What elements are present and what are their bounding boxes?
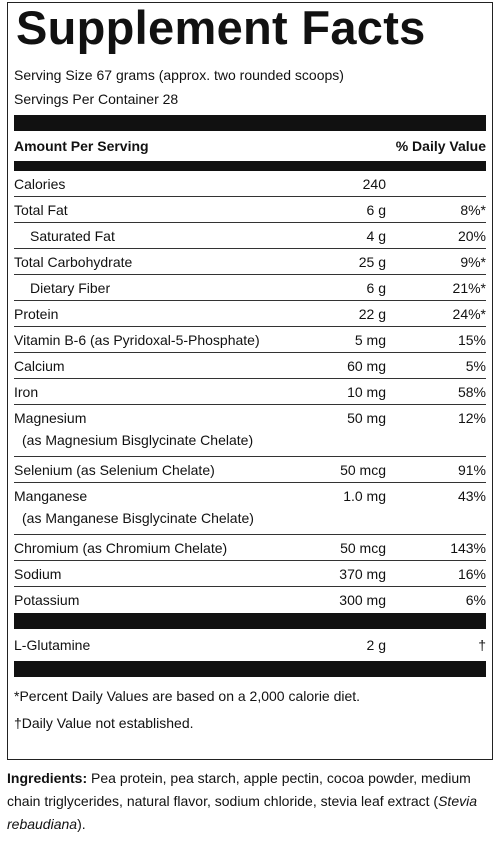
nutrient-name: Vitamin B-6 (as Pyridoxal-5-Phosphate): [14, 332, 260, 348]
daily-value: †: [478, 637, 486, 653]
footnotes: *Percent Daily Values are based on a 2,0…: [14, 683, 486, 737]
servings-per-container: Servings Per Container 28: [14, 91, 179, 107]
ingredients-label: Ingredients:: [7, 770, 88, 786]
nutrient-row: Vitamin B-6 (as Pyridoxal-5-Phosphate) 5 …: [14, 327, 486, 353]
divider: [14, 161, 486, 171]
footnote: *Percent Daily Values are based on a 2,0…: [14, 688, 361, 704]
amount-header: Amount Per Serving: [14, 138, 149, 154]
divider: [14, 661, 486, 677]
nutrient-amount: 50 mcg: [340, 462, 386, 478]
nutrient-row: Total Fat 6 g 8%*: [14, 197, 486, 223]
footnote: †Daily Value not established.: [14, 715, 194, 731]
divider: [14, 613, 486, 629]
daily-value: 9%*: [460, 254, 486, 270]
nutrient-amount: 1.0 mg: [343, 488, 386, 504]
daily-value-header: % Daily Value: [395, 138, 486, 154]
nutrient-name: Potassium: [14, 592, 80, 608]
nutrient-row: Calcium 60 mg 5%: [14, 353, 486, 379]
nutrient-amount: 4 g: [366, 228, 386, 244]
daily-value: 12%: [457, 410, 486, 426]
nutrient-amount: 10 mg: [347, 384, 386, 400]
extra-rows: L-Glutamine 2 g †: [14, 629, 486, 661]
daily-value: 20%: [457, 228, 486, 244]
nutrient-amount: 6 g: [366, 280, 386, 296]
nutrient-row: Iron 10 mg 58%: [14, 379, 486, 405]
nutrient-amount: 5 mg: [354, 332, 386, 348]
nutrient-row: Sodium 370 mg 16%: [14, 561, 486, 587]
ingredients-text: Pea protein, pea starch, apple pectin, c…: [7, 770, 471, 809]
title: Supplement Facts: [16, 1, 426, 54]
nutrient-name: L-Glutamine: [14, 637, 91, 653]
divider: [14, 115, 486, 131]
nutrient-name: Sodium: [14, 566, 62, 582]
daily-value: 91%: [457, 462, 486, 478]
nutrient-row: Dietary Fiber 6 g 21%*: [14, 275, 486, 301]
nutrient-row: Calories 240: [14, 171, 486, 197]
daily-value: 143%: [450, 540, 486, 556]
serving-size: Serving Size 67 grams (approx. two round…: [14, 67, 344, 83]
ingredients: Ingredients: Pea protein, pea starch, ap…: [7, 767, 495, 836]
nutrient-source: (as Manganese Bisglycinate Chelate): [22, 510, 254, 526]
nutrient-row: Magnesium (as Magnesium Bisglycinate Chel…: [14, 405, 486, 457]
nutrient-amount: 50 mg: [347, 410, 386, 426]
nutrient-amount: 240: [362, 176, 386, 192]
ingredients-italic: Stevia rebaudiana: [7, 793, 478, 832]
nutrient-name: Chromium (as Chromium Chelate): [14, 540, 228, 556]
nutrient-rows: Calories 240 Total Fat 6 g 8%* Saturated Fat 4…: [14, 171, 486, 613]
ingredients-end: ).: [77, 816, 86, 832]
nutrient-amount: 300 mg: [339, 592, 386, 608]
nutrient-amount: 60 mg: [347, 358, 386, 374]
nutrient-amount: 2 g: [366, 637, 386, 653]
nutrient-name: Magnesium: [14, 410, 87, 426]
nutrient-row: Total Carbohydrate 25 g 9%*: [14, 249, 486, 275]
nutrient-row: L-Glutamine 2 g †: [14, 629, 486, 661]
facts-panel: Supplement Facts Serving Size 67 grams (…: [7, 2, 493, 760]
daily-value: 21%*: [452, 280, 486, 296]
daily-value: 8%*: [460, 202, 486, 218]
nutrient-amount: 25 g: [358, 254, 386, 270]
nutrient-name: Manganese: [14, 488, 88, 504]
nutrient-name: Protein: [14, 306, 59, 322]
nutrient-row: Selenium (as Selenium Chelate) 50 mcg 91%: [14, 457, 486, 483]
nutrient-amount: 370 mg: [339, 566, 386, 582]
nutrient-name: Calories: [14, 176, 66, 192]
nutrient-amount: 50 mcg: [340, 540, 386, 556]
daily-value: 15%: [457, 332, 486, 348]
column-header: Amount Per Serving % Daily Value: [14, 131, 486, 161]
nutrient-row: Manganese (as Manganese Bisglycinate Chel…: [14, 483, 486, 535]
daily-value: 5%: [465, 358, 486, 374]
nutrient-name: Calcium: [14, 358, 65, 374]
nutrient-row: Chromium (as Chromium Chelate) 50 mcg 143%: [14, 535, 486, 561]
nutrient-row: Potassium 300 mg 6%: [14, 587, 486, 613]
daily-value: 16%: [457, 566, 486, 582]
nutrient-amount: 22 g: [358, 306, 386, 322]
daily-value: 6%: [465, 592, 486, 608]
nutrient-source: (as Magnesium Bisglycinate Chelate): [22, 432, 254, 448]
nutrient-name: Selenium (as Selenium Chelate): [14, 462, 215, 478]
daily-value: 24%*: [452, 306, 486, 322]
nutrient-name: Iron: [14, 384, 39, 400]
nutrient-name: Dietary Fiber: [30, 280, 111, 296]
daily-value: 58%: [457, 384, 486, 400]
nutrient-amount: 6 g: [366, 202, 386, 218]
daily-value: 43%: [457, 488, 486, 504]
nutrient-row: Saturated Fat 4 g 20%: [14, 223, 486, 249]
nutrient-name: Total Fat: [14, 202, 68, 218]
nutrient-name: Total Carbohydrate: [14, 254, 133, 270]
nutrient-row: Protein 22 g 24%*: [14, 301, 486, 327]
nutrient-name: Saturated Fat: [30, 228, 115, 244]
